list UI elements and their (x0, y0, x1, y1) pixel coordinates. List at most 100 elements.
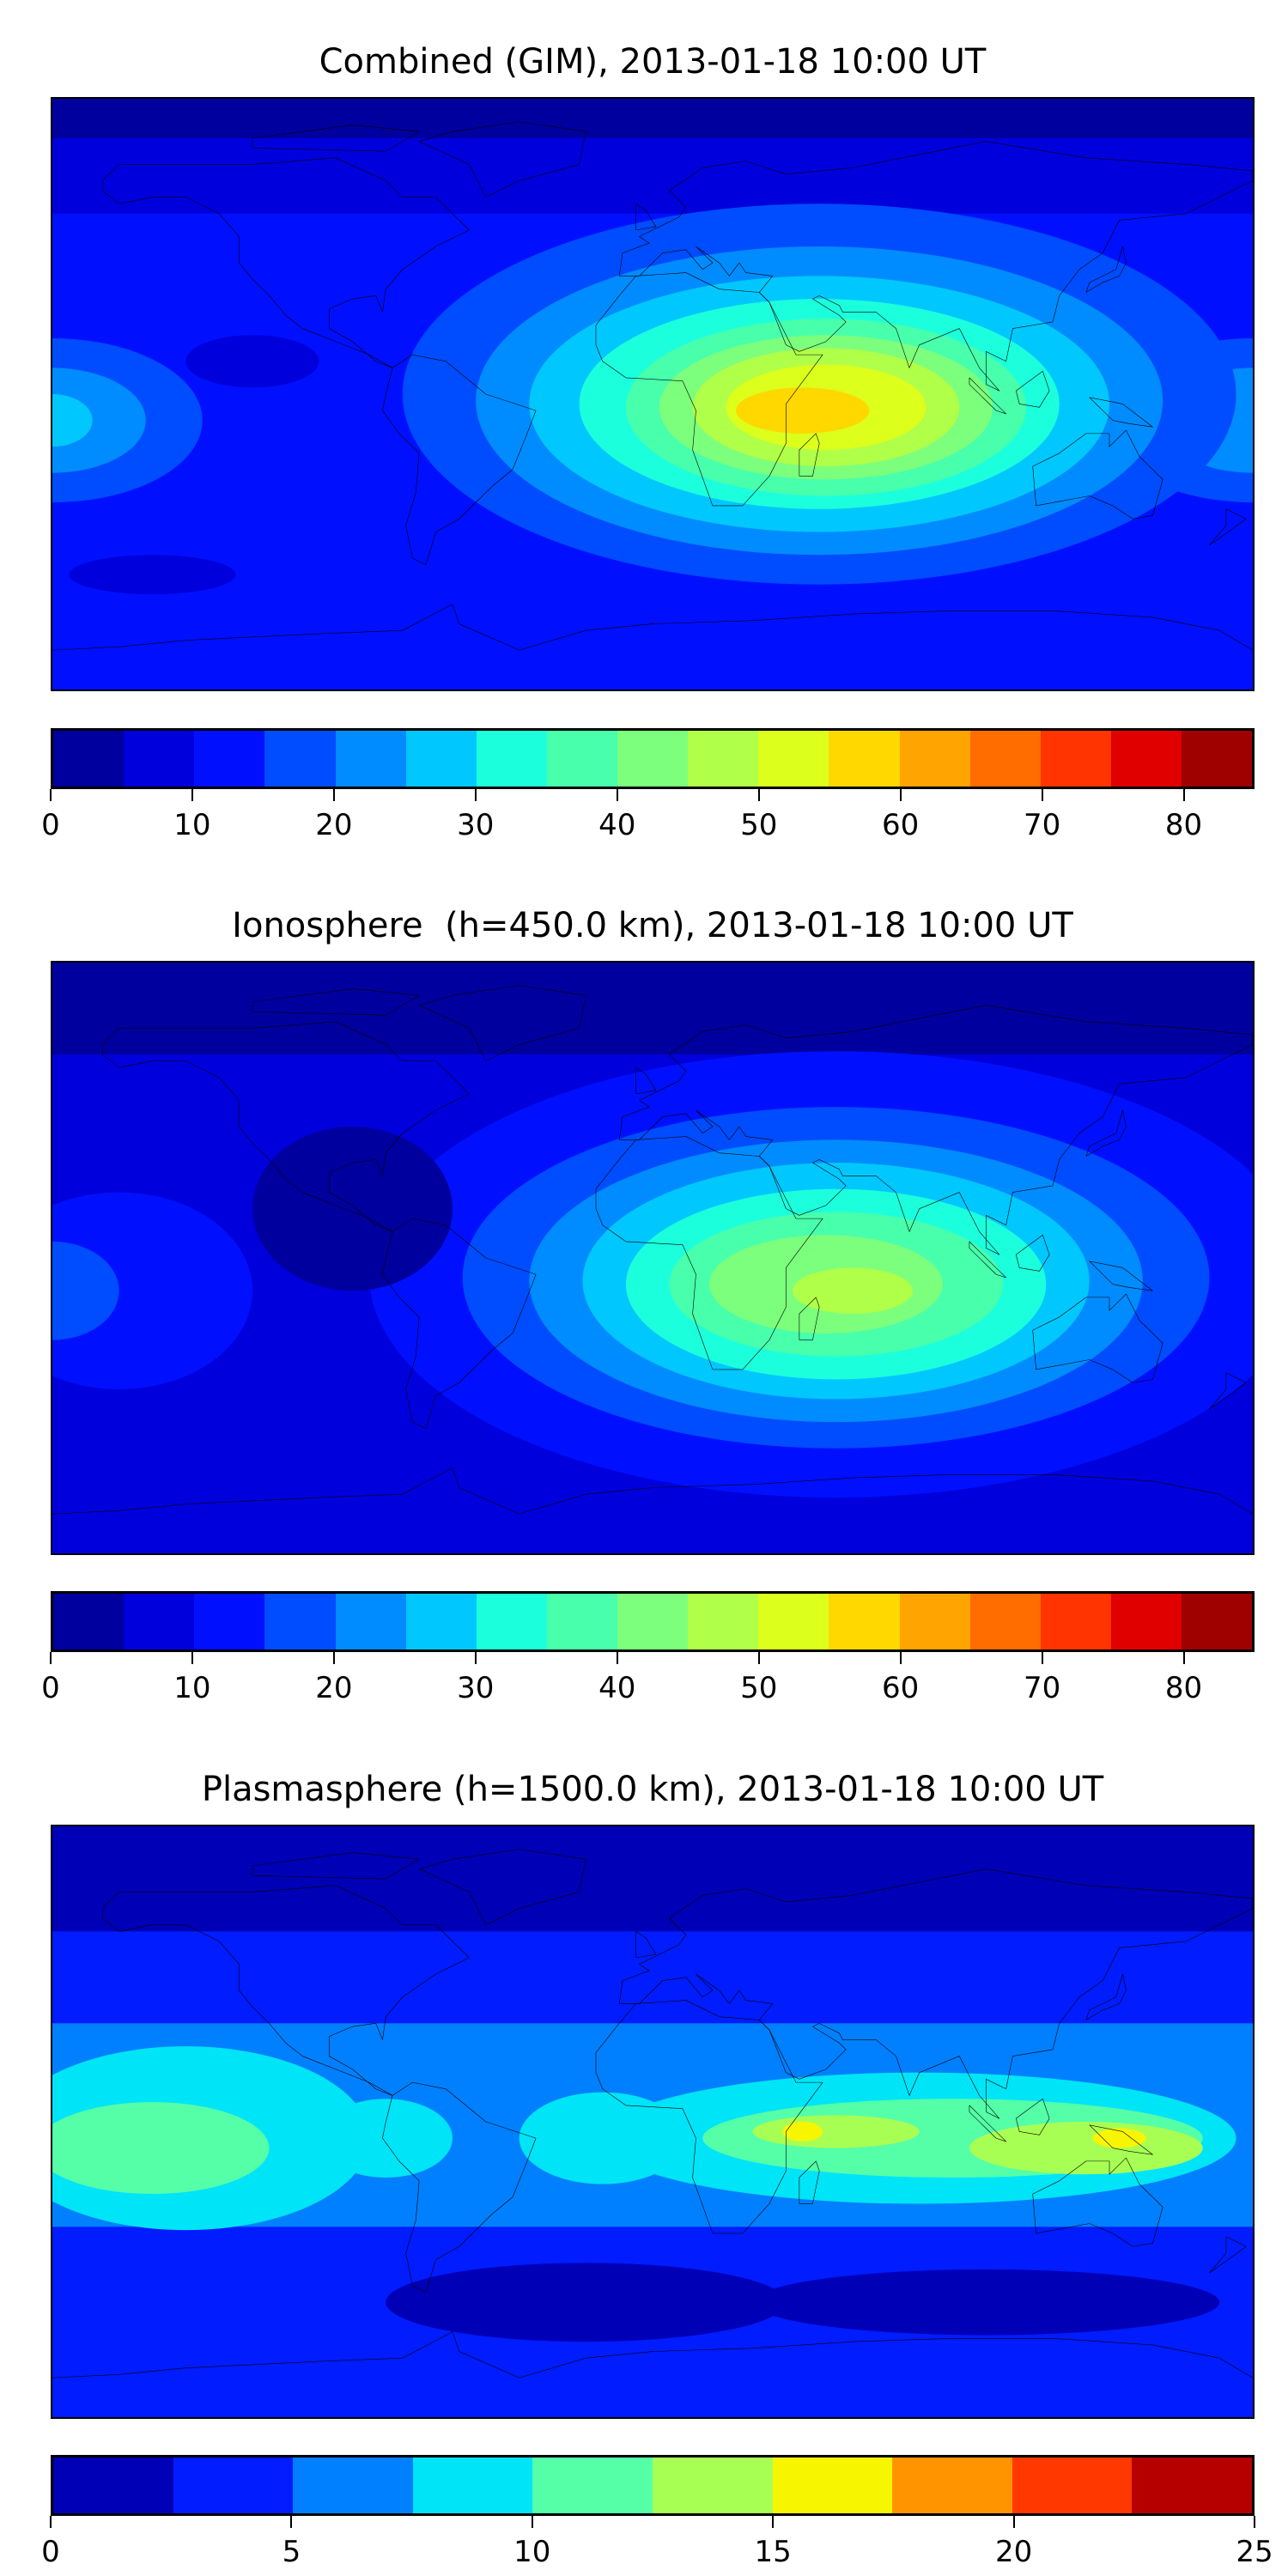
colorbar-segment (688, 1594, 759, 1649)
colorbar-tick (50, 2516, 52, 2528)
coastline (799, 434, 819, 477)
coastline (1033, 2158, 1163, 2246)
field-contour (793, 1267, 913, 1314)
field-contour (52, 2102, 270, 2195)
colorbar-tick-label: 25 (1236, 2535, 1273, 2569)
colorbar-tick (899, 789, 902, 801)
map-plasmasphere (51, 1825, 1255, 2419)
colorbar-tick (1182, 1652, 1185, 1664)
title-combined: Combined (GIM), 2013-01-18 10:00 UT (319, 42, 987, 82)
colorbar-tick-label: 80 (1164, 808, 1203, 842)
colorbar-tick (50, 1652, 52, 1664)
coastline (1090, 398, 1153, 427)
colorbar-tick (1254, 2516, 1255, 2528)
colorbar-segment (53, 2458, 173, 2513)
coastline (1090, 2125, 1153, 2154)
colorbar-segment (892, 2458, 1012, 2513)
coastline (419, 122, 586, 197)
field-band (52, 1826, 1253, 1932)
colorbar-tick (1012, 2516, 1015, 2528)
map-ionosphere (51, 961, 1255, 1555)
coastline (1086, 1974, 1127, 2020)
coastline (419, 986, 586, 1061)
colorbar-tick-label: 5 (282, 2535, 301, 2569)
coastline (969, 1242, 1006, 1278)
colorbar-combined (51, 728, 1255, 789)
colorbar-tick (474, 789, 477, 801)
colorbar-segment (617, 1594, 689, 1649)
colorbar-tick-label: 60 (882, 808, 920, 842)
coastline (1210, 509, 1247, 545)
field-contour (52, 368, 146, 473)
coastline (382, 355, 536, 565)
colorbar-segment (899, 731, 970, 787)
coastline (252, 989, 419, 1016)
coastline (1016, 1235, 1049, 1271)
colorbar-segment (124, 731, 195, 787)
colorbar-tick (757, 1652, 760, 1664)
coastline (596, 1137, 823, 1370)
coastline (1210, 1373, 1247, 1409)
colorbar-segment (194, 1594, 265, 1649)
colorbar-tick (332, 1652, 335, 1664)
title-ionosphere: Ionosphere (h=450.0 km), 2013-01-18 10:0… (232, 906, 1073, 945)
coastline (1090, 1261, 1153, 1291)
coastline (252, 1853, 419, 1880)
map-svg (52, 99, 1253, 690)
field-contour (782, 2122, 823, 2142)
coastline (969, 2105, 1006, 2142)
colorbar-tick-label: 20 (994, 2535, 1033, 2569)
colorbar-tick (1182, 789, 1185, 801)
colorbar-segment (617, 731, 689, 787)
colorbar-segment (1182, 1594, 1253, 1649)
coastline (619, 1869, 1253, 2118)
coastline (102, 158, 469, 368)
colorbar-tick-label: 70 (1023, 808, 1061, 842)
coastline (1033, 1294, 1163, 1382)
field-band (52, 99, 1253, 138)
coastline (382, 1218, 536, 1429)
colorbar-tick (616, 1652, 618, 1664)
colorbar-segment (532, 2458, 653, 2513)
colorbar-tick (191, 789, 193, 801)
map-svg (52, 1826, 1253, 2417)
colorbar-tick-label: 70 (1023, 1671, 1061, 1705)
colorbar-segment (652, 2458, 773, 2513)
coastline (419, 1850, 586, 1925)
coastline (52, 605, 1253, 651)
coastline (1016, 371, 1049, 407)
colorbar-tick (531, 2516, 533, 2528)
title-plasmasphere: Plasmasphere (h=1500.0 km), 2013-01-18 1… (201, 1770, 1104, 1809)
colorbar-tick (1041, 789, 1043, 801)
colorbar-segment (829, 731, 900, 787)
colorbar-tick-label: 0 (41, 1671, 60, 1705)
colorbar-segment (194, 731, 265, 787)
colorbar-segment (476, 731, 547, 787)
coastline (799, 1297, 819, 1340)
colorbar-tick-label: 30 (457, 808, 495, 842)
colorbar-segment (53, 1594, 125, 1649)
map-combined (51, 97, 1255, 691)
coastline (252, 125, 419, 152)
colorbar-tick-label: 10 (173, 808, 211, 842)
colorbar-tick-label: 10 (513, 2535, 551, 2569)
coastline (636, 1067, 656, 1094)
colorbar-tick-label: 0 (41, 2535, 60, 2569)
colorbar-segment (405, 731, 477, 787)
colorbar-segment (412, 2458, 533, 2513)
coastline (52, 2332, 1253, 2379)
coastline (102, 1022, 469, 1232)
field-contour (319, 2099, 453, 2178)
field-contour (185, 335, 319, 388)
colorbar-tick-label: 40 (598, 808, 636, 842)
colorbar-segment (476, 1594, 547, 1649)
field-contour (52, 394, 93, 447)
colorbar-tick (50, 789, 52, 801)
coastline (1016, 2099, 1049, 2135)
colorbar-segment (293, 2458, 413, 2513)
colorbar-tick-label: 40 (598, 1671, 636, 1705)
colorbar-segment (829, 1594, 900, 1649)
coastline (1086, 1110, 1127, 1157)
colorbar-tick (290, 2516, 293, 2528)
coastline (102, 1886, 469, 2096)
